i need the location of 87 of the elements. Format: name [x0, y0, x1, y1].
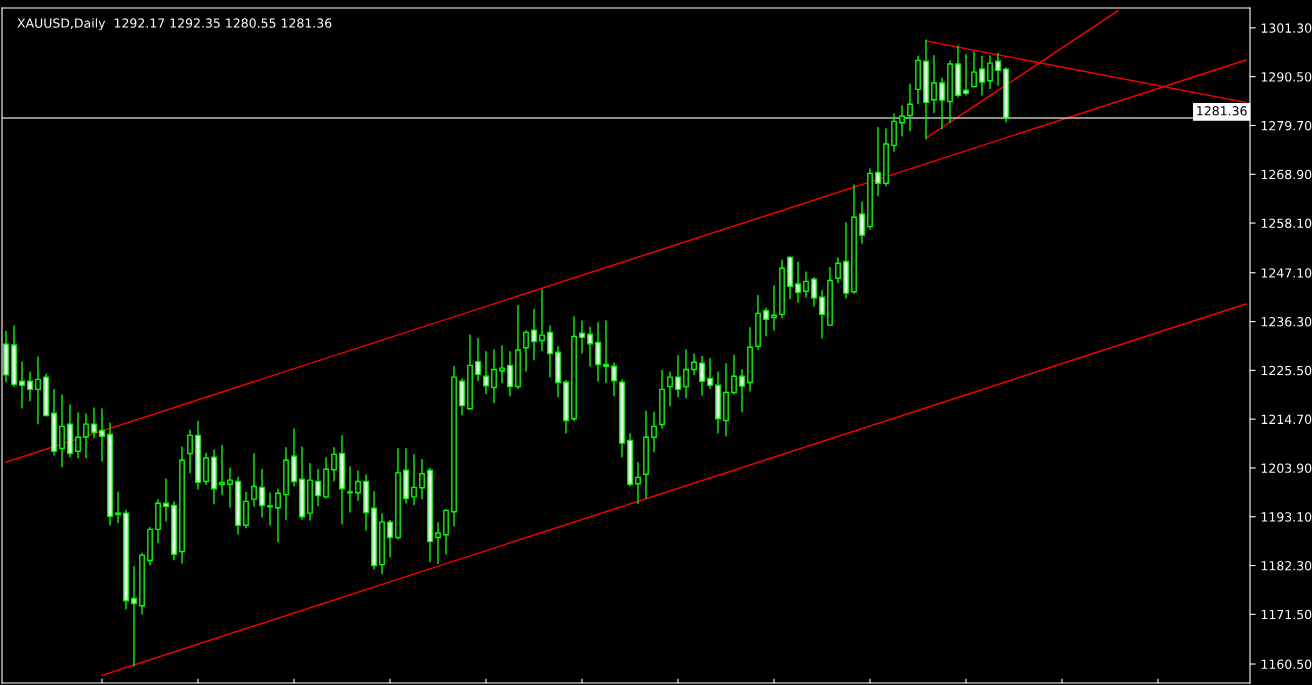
candlestick	[651, 411, 657, 453]
candlestick	[547, 325, 553, 378]
candlestick	[99, 408, 105, 462]
candlestick	[803, 271, 809, 298]
candlestick	[763, 307, 769, 337]
candlestick	[979, 56, 985, 96]
y-tick-label: 1203.90	[1261, 463, 1312, 473]
candlestick	[771, 285, 777, 331]
candlestick	[331, 447, 337, 482]
candlestick	[987, 55, 993, 90]
candlestick	[475, 338, 481, 381]
candlestick	[83, 413, 89, 459]
candlestick	[859, 201, 865, 244]
candlestick	[683, 349, 689, 399]
candlestick	[491, 349, 497, 404]
candlestick	[315, 469, 321, 507]
y-tick-label: 1258.10	[1261, 218, 1312, 228]
y-tick-label: 1225.50	[1261, 365, 1312, 376]
candlestick	[355, 470, 361, 501]
candlestick	[19, 361, 25, 409]
candlestick	[539, 289, 545, 352]
candlestick	[35, 356, 41, 425]
candlestick	[731, 354, 737, 395]
candlestick	[907, 83, 913, 132]
y-tick-label: 1193.10	[1261, 512, 1312, 522]
candlestick	[587, 326, 593, 367]
candlestick	[531, 308, 537, 361]
y-tick-label: 1214.70	[1261, 414, 1312, 425]
candlestick	[59, 394, 65, 468]
candlestick	[411, 454, 417, 506]
candlestick	[227, 467, 233, 508]
candlestick	[75, 412, 81, 459]
candlestick	[507, 351, 513, 397]
candlestick	[275, 488, 281, 543]
candlestick	[347, 466, 353, 513]
y-tick-label: 1236.30	[1261, 317, 1312, 327]
candlestick	[811, 277, 817, 307]
candlestick	[931, 55, 937, 114]
candlestick	[523, 330, 529, 372]
candlestick	[707, 358, 713, 390]
y-tick-label: 1160.50	[1261, 659, 1312, 669]
candlestick	[131, 566, 137, 667]
candlestick	[699, 356, 705, 396]
candlestick	[91, 407, 97, 439]
candlestick	[259, 469, 265, 518]
y-tick-label: 1182.30	[1261, 561, 1312, 571]
candlestick	[435, 522, 441, 564]
candlestick	[675, 355, 681, 398]
candlestick	[691, 353, 697, 376]
candlestick	[899, 105, 905, 137]
candlestick	[27, 371, 33, 402]
candlestick	[739, 369, 745, 413]
candlestick	[187, 429, 193, 474]
candlestick	[611, 362, 617, 397]
candlestick	[603, 320, 609, 384]
y-tick-label: 1247.10	[1261, 268, 1312, 278]
candlestick	[419, 459, 425, 500]
candlestick	[203, 452, 209, 485]
candlestick	[579, 320, 585, 354]
candlestick	[251, 453, 257, 507]
candlestick	[875, 127, 881, 197]
candlestick	[243, 492, 249, 529]
candlestick	[635, 462, 641, 504]
candlestick	[387, 520, 393, 558]
y-tick-label: 1290.50	[1261, 72, 1312, 82]
text: XAUUSD,Daily 1292.17 1292.35 1280.55 1281.36	[17, 18, 332, 31]
candlestick	[971, 51, 977, 88]
candlestick	[995, 52, 1001, 86]
ref-line-label: 1281.36	[1197, 106, 1247, 116]
candlestick	[115, 491, 121, 524]
y-tick-label: 1171.50	[1261, 609, 1312, 620]
candlestick	[819, 290, 825, 339]
candlestick	[795, 261, 801, 303]
candlestick	[835, 257, 841, 283]
y-tick-label: 1268.90	[1261, 169, 1312, 180]
y-tick-label: 1279.70	[1261, 120, 1312, 131]
candlestick	[939, 77, 945, 130]
candlestick	[667, 371, 673, 407]
candlestick	[219, 445, 225, 496]
candlestick	[483, 351, 489, 395]
candlestick	[963, 54, 969, 96]
y-tick-label: 1301.30	[1261, 23, 1312, 33]
candlestick	[891, 113, 897, 152]
candlestick	[163, 478, 169, 522]
candlestick	[267, 492, 273, 526]
candlestick	[499, 345, 505, 384]
candlestick	[595, 322, 601, 382]
